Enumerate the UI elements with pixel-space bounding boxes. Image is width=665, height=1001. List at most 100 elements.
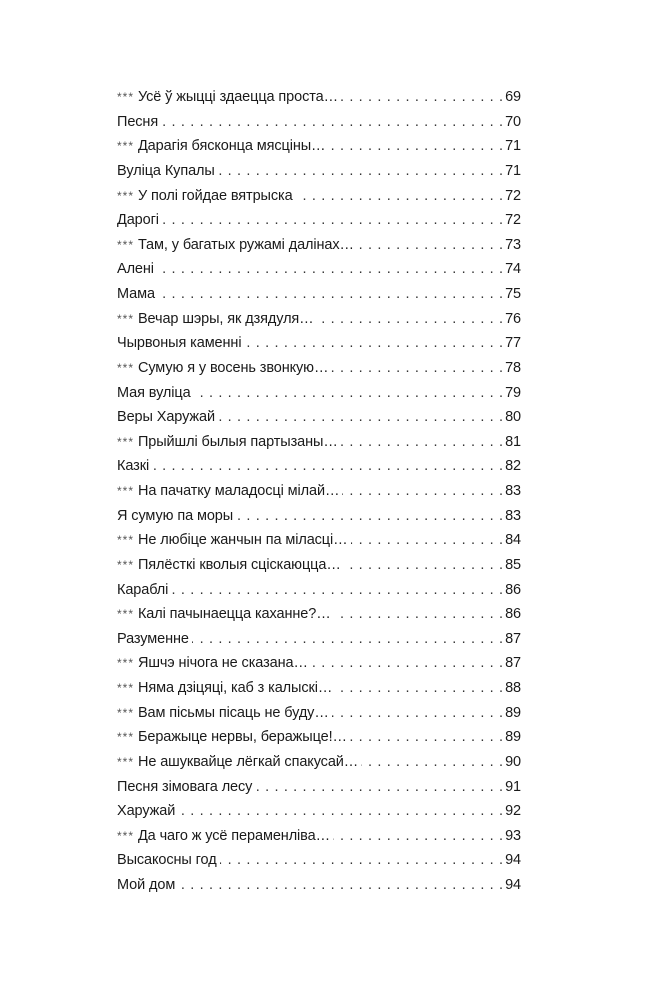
toc-entry-asterisks: *** [117, 557, 135, 572]
toc-entry-title: *** Сумую я у восень звонкую… [117, 356, 331, 381]
dot-leader [357, 233, 503, 258]
toc-entry: Я сумую па моры 83 [117, 504, 521, 529]
toc-entry-title: Разуменне [117, 627, 192, 652]
toc-entry-title-text: Яшчэ нічога не сказана… [137, 655, 308, 672]
dot-leader [342, 479, 503, 504]
toc-entry: *** Не ашуквайце лёгкай спакусай… 90 [117, 750, 521, 775]
dot-leader [161, 110, 503, 135]
dot-leader [317, 307, 503, 332]
dot-leader [220, 848, 503, 873]
toc-entry-title-text: Пялёсткі кволыя сціскаюцца… [137, 556, 341, 573]
toc-entry-title: *** Усё ў жыцці здаецца проста… [117, 85, 341, 110]
toc-entry-asterisks: *** [117, 828, 135, 843]
toc-entry-title-text: Высакосны год [117, 852, 217, 869]
toc-entry: *** Там, у багатых ружамі далінах… 73 [117, 233, 521, 258]
toc-entry-asterisks: *** [117, 188, 135, 203]
toc-entry-title-text: Калі пачынаецца каханне?… [137, 606, 331, 623]
toc-entry-page-number: 71 [505, 138, 521, 155]
toc-entry-page-number: 76 [505, 310, 521, 327]
toc-entry-title-text: Няма дзіцяці, каб з калыскі… [137, 680, 333, 696]
toc-entry: *** Да чаго ж усё пераменліва… 93 [117, 824, 521, 849]
toc-entry-title: Я сумую па моры [117, 504, 236, 529]
toc-entry-title: Мая вуліца [117, 381, 194, 406]
toc-entry: *** Пялёсткі кволыя сціскаюцца… 85 [117, 553, 521, 578]
toc-entry: *** Прыйшлі былыя партызаны… 81 [117, 430, 521, 455]
toc-entry-title-text: Не ашуквайце лёгкай спакусай… [137, 753, 359, 770]
toc-entry: Высакосны год 94 [117, 848, 521, 873]
toc-entry-page-number: 86 [505, 581, 521, 598]
dot-leader [344, 553, 503, 578]
toc-entry-page-number: 81 [505, 433, 521, 450]
toc-entry-asterisks: *** [117, 90, 135, 104]
dot-leader [351, 528, 504, 553]
dot-leader [332, 701, 503, 726]
toc-entry-title-text: Разуменне [117, 630, 189, 647]
toc-entry: *** У полі гойдае вятрыска 72 [117, 184, 521, 209]
dot-leader [178, 873, 503, 898]
toc-entry-page-number: 89 [505, 704, 521, 721]
dot-leader [311, 651, 503, 676]
toc-entry: Песня зімовага лесу 91 [117, 775, 521, 800]
toc-entry-asterisks: *** [117, 607, 135, 622]
toc-entry-title: *** Пялёсткі кволыя сціскаюцца… [117, 553, 344, 578]
toc-entry-page-number: 87 [505, 655, 521, 672]
toc-entry-page-number: 82 [505, 458, 521, 475]
toc-entry-asterisks: *** [117, 434, 135, 449]
dot-leader [341, 85, 503, 110]
toc-entry-title: Песня зімовага лесу [117, 775, 255, 800]
toc-entry-title-text: У полі гойдае вятрыска [137, 187, 293, 204]
toc-entry: *** Вам пісьмы пісаць не буду… 89 [117, 701, 521, 726]
dot-leader [158, 282, 503, 307]
dot-leader [192, 627, 503, 652]
toc-entry-title: Казкі [117, 454, 152, 479]
toc-entry-page-number: 94 [505, 852, 521, 869]
toc-entry-page-number: 92 [505, 803, 521, 820]
toc-entry: *** Усё ў жыцці здаецца проста… 69 [117, 85, 521, 110]
toc-entry-title-text: Мая вуліца [117, 384, 191, 401]
toc-entry-title: *** Прыйшлі былыя партызаны… [117, 430, 341, 455]
toc-entry-title-text: Чырвоныя каменні [117, 335, 242, 352]
toc-entry-title: Песня [117, 110, 161, 135]
toc-entry: Чырвоныя каменні 77 [117, 331, 521, 356]
toc-entry-page-number: 83 [505, 483, 521, 499]
toc-entry-title-text: Там, у багатых ружамі далінах… [137, 236, 354, 253]
dot-leader [152, 454, 503, 479]
table-of-contents: *** Усё ў жыцці здаецца проста… 69 Песня 70… [117, 85, 521, 898]
toc-entry-title: *** Няма дзіцяці, каб з калыскі… [117, 676, 335, 701]
toc-entry-title-text: Дарагія бясконца мясціны… [137, 138, 326, 155]
toc-entry-title: Высакосны год [117, 848, 220, 873]
toc-entry: *** На пачатку маладосці мілай… 83 [117, 479, 521, 504]
toc-entry: Вуліца Купалы 71 [117, 159, 521, 184]
toc-entry-title-text: Вечар шэры, як дзядуля… [137, 310, 314, 327]
toc-entry: Казкі 82 [117, 454, 521, 479]
toc-entry-page-number: 87 [505, 630, 521, 647]
dot-leader [350, 725, 503, 750]
toc-entry-title-text: Сумую я у восень звонкую… [137, 359, 329, 376]
toc-entry-title: *** Да чаго ж усё пераменліва… [117, 824, 333, 849]
toc-entry-title-text: Казкі [117, 458, 150, 475]
toc-entry: *** Вечар шэры, як дзядуля… 76 [117, 307, 521, 332]
toc-entry-asterisks: *** [117, 705, 135, 720]
toc-entry-title-text: Караблі [117, 581, 169, 598]
toc-entry-asterisks: *** [117, 656, 135, 671]
dot-leader [328, 134, 503, 159]
toc-entry: Веры Харужай 80 [117, 405, 521, 430]
toc-entry-title: *** Не ашуквайце лёгкай спакусай… [117, 750, 361, 775]
toc-entry-title-text: Песня [117, 113, 159, 130]
toc-entry-title-text: Я сумую па моры [117, 507, 234, 524]
toc-entry: *** Дарагія бясконца мясціны… 71 [117, 134, 521, 159]
toc-entry-title: Харужай [117, 799, 178, 824]
toc-entry-title-text: Прыйшлі былыя партызаны… [137, 433, 338, 450]
toc-entry-page-number: 78 [505, 359, 521, 376]
dot-leader [335, 676, 503, 701]
toc-entry-page-number: 79 [505, 384, 521, 401]
toc-entry-title: *** Там, у багатых ружамі далінах… [117, 233, 357, 258]
toc-entry-title-text: Алені [117, 261, 154, 278]
dot-leader [194, 381, 504, 406]
dot-leader [296, 184, 504, 209]
toc-entry-asterisks: *** [117, 484, 135, 498]
toc-entry-title-text: Да чаго ж усё пераменліва… [137, 827, 330, 844]
dot-leader [255, 775, 503, 800]
toc-entry-page-number: 73 [505, 236, 521, 253]
toc-entry: Караблі 86 [117, 578, 521, 603]
